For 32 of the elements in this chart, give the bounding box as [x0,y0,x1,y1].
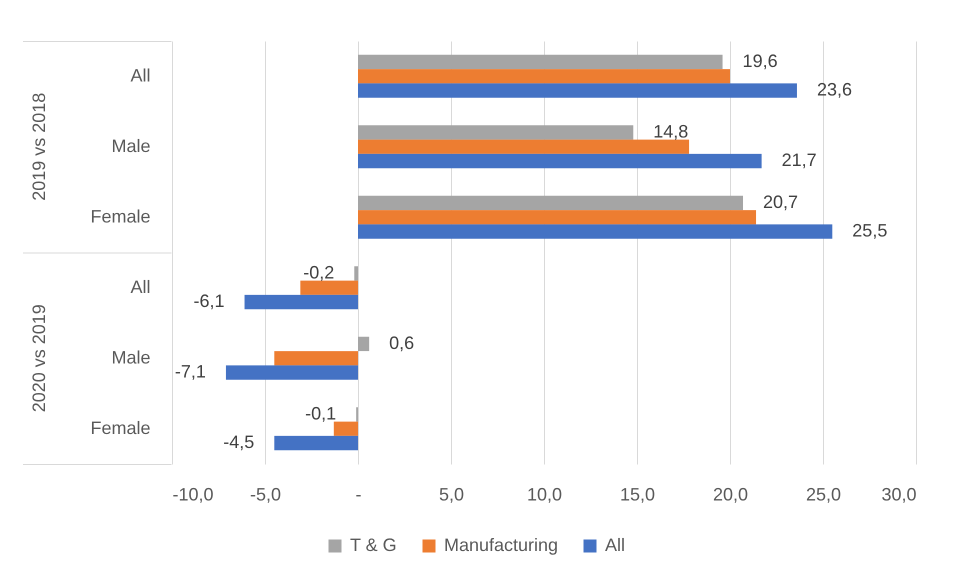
x-tick-label: -10,0 [172,484,214,504]
data-label: -0,2 [303,262,334,282]
x-tick-label: 30,0 [881,484,916,504]
data-label: 19,6 [742,50,778,71]
x-tick-label: 15,0 [620,484,656,504]
data-label: 25,5 [852,220,888,241]
y-tick-label: Male [111,347,150,368]
data-label: -6,1 [194,291,225,312]
y-tick-label: All [130,276,150,297]
x-tick-label: 25,0 [806,484,842,504]
x-tick-label: 10,0 [526,484,562,504]
legend-label: Manufacturing [444,535,558,555]
y-tick-label: Male [111,136,150,156]
legend-label: T & G [350,535,397,555]
x-tick-label: 5,0 [438,484,464,504]
y-tick-label: Female [90,206,150,226]
text: 2020 vs 2019 [29,304,49,412]
data-label: -0,1 [305,403,336,424]
data-label: -4,5 [223,432,254,452]
x-tick-label: - [356,484,362,504]
x-tick-label: 20,0 [712,484,748,504]
x-tick-label: -5,0 [250,484,282,504]
y-tick-label: Female [90,418,150,438]
data-label: 14,8 [653,121,688,142]
data-label: -7,1 [174,362,206,382]
y-tick-label: All [130,65,150,86]
text: 2019 vs 2018 [29,92,49,201]
data-label: 0,6 [389,332,414,353]
data-label: 23,6 [816,80,852,100]
data-label: 20,7 [763,192,798,212]
legend-label: All [605,535,626,555]
data-label: 21,7 [782,150,817,170]
